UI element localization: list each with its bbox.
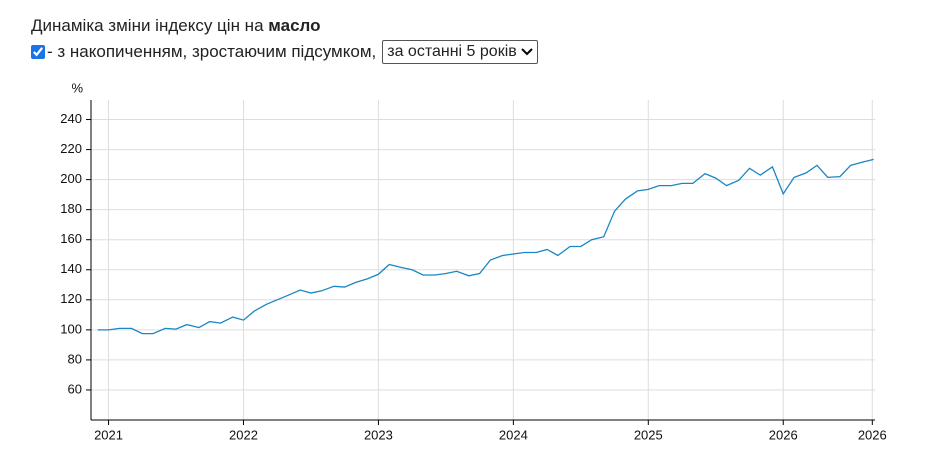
y-axis-label: %	[71, 80, 83, 95]
x-tick-label: 2024	[499, 427, 528, 442]
x-tick-label: 2023	[364, 427, 393, 442]
y-tick-label: 80	[68, 351, 82, 366]
title-bold: масло	[268, 16, 321, 35]
y-tick-label: 240	[60, 111, 82, 126]
x-tick-label: 2025	[634, 427, 663, 442]
x-tick-label: 2026	[769, 427, 798, 442]
y-tick-label: 60	[68, 381, 82, 396]
cumulative-checkbox[interactable]	[31, 45, 45, 59]
data-line	[97, 158, 874, 335]
select-arrow	[521, 48, 533, 56]
y-tick-label: 200	[60, 171, 82, 186]
options-row: - з накопиченням, зростаючим підсумком, …	[31, 40, 538, 64]
y-tick-label: 140	[60, 261, 82, 276]
y-tick-label: 120	[60, 291, 82, 306]
x-tick-label: 2022	[229, 427, 258, 442]
title-text: Динаміка зміни індексу цін на	[31, 16, 269, 35]
period-select[interactable]: за останні 5 років	[382, 40, 538, 64]
header-title: Динаміка зміни індексу цін на масло	[31, 16, 321, 36]
checkbox-label: - з накопиченням, зростаючим підсумком,	[47, 42, 377, 61]
y-tick-label: 160	[60, 231, 82, 246]
select-text: за останні 5 років	[387, 43, 517, 60]
x-tick-label: 2021	[94, 427, 123, 442]
x-tick-label: 2026	[858, 427, 887, 442]
y-tick-label: 100	[60, 321, 82, 336]
y-tick-label: 220	[60, 141, 82, 156]
y-tick-label: 180	[60, 201, 82, 216]
